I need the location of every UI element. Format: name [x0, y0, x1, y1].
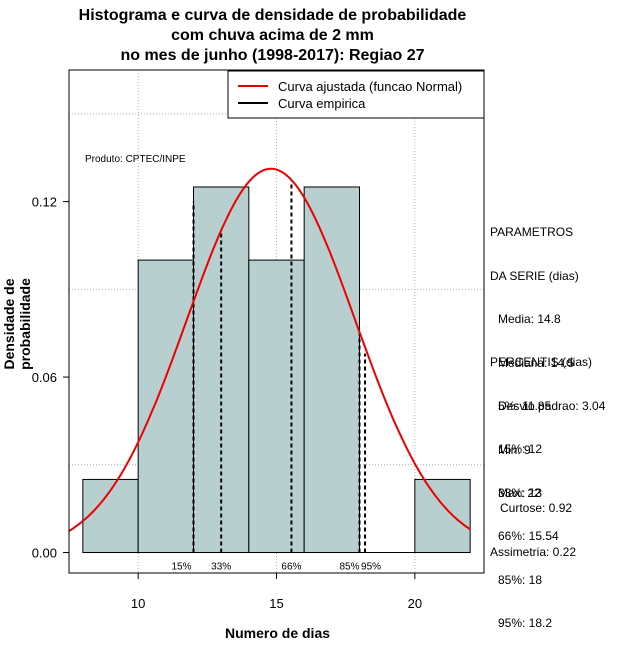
- percentis-block: PERCENTIS (dias) 5%: 11.85 15%: 12 33%: …: [490, 326, 592, 645]
- percentil-95: 95%: 18.2: [498, 616, 553, 630]
- x-tick-label-2: 20: [408, 596, 422, 611]
- params-mean: Media: 14.8: [498, 312, 561, 326]
- legend-box: [227, 70, 485, 119]
- params-min: Min: 9: [498, 442, 531, 457]
- x-tick-label-1: 15: [269, 596, 283, 611]
- percentil-15: 15%: 12: [498, 442, 543, 456]
- normal-fit-curve: [68, 167, 471, 532]
- params-sd: Desvio padrao: 3.04: [498, 399, 606, 413]
- percentis-title: PERCENTIS (dias): [490, 355, 593, 369]
- params-max: Max: 22: [498, 486, 541, 500]
- assimetria-value: Assimetria: 0.22: [490, 544, 577, 559]
- legend-label-0: Curva ajustada (funcao Normal): [278, 79, 462, 94]
- percentil-33: 33%: 13: [498, 485, 543, 500]
- y-tick-label-2: 0.12: [32, 195, 57, 210]
- x-axis-label: Numero de dias: [224, 625, 331, 641]
- histogram-bar-6: [414, 478, 471, 554]
- params-median: Mediana: 14.5: [498, 355, 575, 370]
- y-tick-label-1: 0.06: [32, 370, 57, 385]
- percentile-label-2: 66%: [281, 562, 301, 573]
- shape-stats-block: Curtose: 0.92 Assimetria: 0.22: [490, 472, 576, 574]
- curtose-value: Curtose: 0.92: [500, 501, 573, 515]
- params-title-1: PARAMETROS: [490, 225, 574, 239]
- percentile-label-1: 33%: [211, 562, 231, 573]
- x-tick-label-0: 10: [131, 596, 145, 611]
- percentile-label-4: 95%: [361, 562, 381, 573]
- percentile-label-3: 85%: [339, 562, 359, 573]
- histogram-bar-4: [303, 186, 360, 554]
- histogram-bar-1: [137, 259, 195, 554]
- chart-title-line-2: com chuva acima de 2 mm: [171, 27, 374, 44]
- percentile-label-0: 15%: [171, 562, 191, 573]
- chart-title-line-3: no mes de junho (1998-2017): Regiao 27: [120, 47, 425, 64]
- params-block: PARAMETROS DA SERIE (dias) Media: 14.8 M…: [490, 196, 605, 515]
- y-axis-label: Densidade de probabilidade: [1, 278, 33, 370]
- y-tick-label-0: 0.00: [32, 546, 57, 561]
- chart-title-line-1: Histograma e curva de densidade de proba…: [78, 7, 467, 24]
- percentil-5: 5%: 11.85: [498, 398, 552, 413]
- params-title-2: DA SERIE (dias): [490, 268, 579, 283]
- legend-label-1: Curva empirica: [278, 96, 366, 111]
- percentil-85: 85%: 18: [498, 572, 543, 587]
- histogram-bar-3: [248, 259, 305, 554]
- percentil-66: 66%: 15.54: [498, 529, 559, 543]
- product-label: Produto: CPTEC/INPE: [85, 154, 186, 165]
